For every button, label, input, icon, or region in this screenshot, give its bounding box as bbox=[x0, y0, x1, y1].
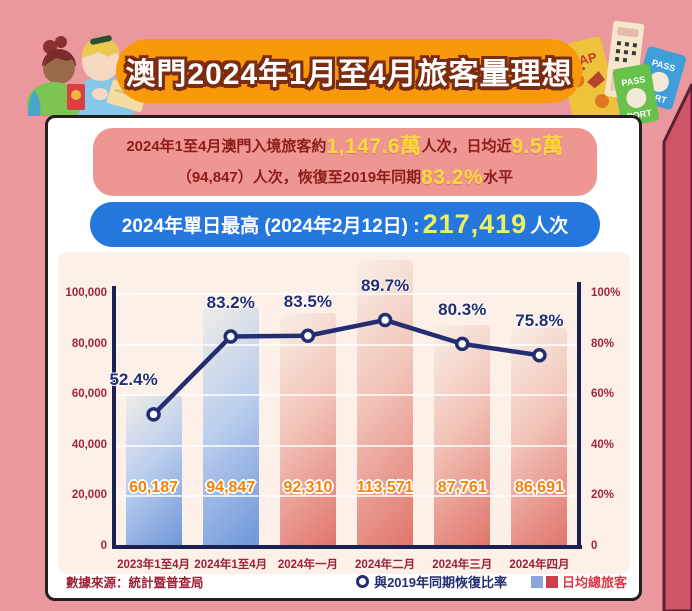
page-title: 澳門2024年1月至4月旅客量理想 bbox=[125, 58, 573, 91]
tourist-redhead bbox=[27, 36, 85, 116]
title-banner: 澳門2024年1月至4月旅客量理想 bbox=[116, 39, 582, 103]
source-note: 數據來源：統計暨普查局 bbox=[66, 576, 204, 590]
peak-box: 2024年單日最高 (2024年2月12日) : 217,419 人次 bbox=[90, 202, 600, 247]
x-axis-line bbox=[112, 545, 582, 549]
line-series-marker-icon bbox=[356, 575, 370, 588]
summary-highlight-recovery: 83.2% bbox=[421, 166, 484, 189]
recovery-line-chart bbox=[146, 312, 547, 422]
peak-prefix: 2024年單日最高 (2024年2月12日) : bbox=[121, 216, 420, 237]
bar: 92,310 bbox=[279, 313, 336, 547]
bar-swatch-red-icon bbox=[545, 575, 558, 588]
legend-bar-label: 日均總旅客 bbox=[561, 575, 627, 590]
data-point-marker bbox=[532, 347, 547, 363]
summary-highlight-daily: 9.5萬 bbox=[511, 135, 564, 158]
plot-area: 60,187 94,847 92,310 113,571 87,761 86,691 52.… bbox=[65, 259, 620, 571]
summary-highlight-total: 1,147.6萬 bbox=[326, 135, 422, 158]
summary-line-1: 2024年1至4月澳門入境旅客約1,147.6萬人次，日均近9.5萬 bbox=[126, 135, 564, 158]
left-axis-line bbox=[112, 286, 116, 549]
bar-value-label: 60,187 bbox=[129, 479, 179, 496]
bar-value-label: 87,761 bbox=[437, 479, 487, 496]
percent-label: 89.7% bbox=[360, 276, 410, 296]
left-axis-tick: 80,000 bbox=[71, 337, 107, 350]
peak-highlight: 217,419 bbox=[422, 209, 528, 239]
data-point-marker bbox=[146, 407, 161, 422]
passport-green-icon: PASS PORT bbox=[612, 63, 659, 127]
gridline bbox=[115, 343, 578, 346]
gridline bbox=[115, 394, 578, 397]
right-axis-tick: 80% bbox=[591, 337, 615, 350]
category-label: 2024年二月 bbox=[355, 559, 416, 571]
bar: 87,761 bbox=[434, 324, 491, 547]
bar: 113,571 bbox=[356, 259, 414, 547]
percent-label: 52.4% bbox=[109, 370, 158, 390]
right-axis-tick: 40% bbox=[591, 438, 615, 451]
summary-line-2: （94,847）人次，恢復至2019年同期83.2%水平 bbox=[176, 166, 514, 189]
left-axis-tick: 40,000 bbox=[71, 438, 107, 451]
data-point-marker bbox=[455, 336, 470, 352]
svg-text:PASS: PASS bbox=[621, 74, 646, 88]
peak-suffix: 人次 bbox=[530, 216, 569, 237]
data-point-marker bbox=[223, 329, 238, 344]
legend-line-label: 與2019年同期恢復比率 bbox=[374, 575, 507, 590]
percent-label: 83.2% bbox=[206, 292, 255, 312]
category-label: 2024年四月 bbox=[509, 559, 570, 571]
right-axis-tick: 0 bbox=[591, 540, 598, 552]
category-label: 2024年三月 bbox=[432, 559, 493, 571]
right-axis-tick: 20% bbox=[591, 489, 615, 502]
bar-value-label: 92,310 bbox=[283, 479, 333, 496]
data-point-marker bbox=[377, 312, 393, 328]
bar: 94,847 bbox=[202, 307, 259, 547]
percent-label: 75.8% bbox=[515, 311, 564, 331]
gridline bbox=[115, 293, 578, 295]
right-axis-line bbox=[577, 282, 581, 549]
line-path bbox=[151, 317, 540, 417]
summary-box: 2024年1至4月澳門入境旅客約1,147.6萬人次，日均近9.5萬 （94,8… bbox=[93, 128, 597, 196]
left-axis-tick: 0 bbox=[100, 540, 107, 552]
chart-legend: 與2019年同期恢復比率 日均總旅客 bbox=[356, 572, 627, 591]
tourists-illustration bbox=[27, 35, 146, 116]
left-axis-tick: 60,000 bbox=[71, 388, 107, 401]
category-label: 2024年1至4月 bbox=[194, 559, 268, 571]
bar: 86,691 bbox=[511, 327, 568, 547]
right-axis-tick: 60% bbox=[591, 388, 615, 401]
bar-value-label: 86,691 bbox=[514, 479, 564, 496]
info-card: 2024年1至4月澳門入境旅客約1,147.6萬人次，日均近9.5萬 （94,8… bbox=[45, 115, 642, 601]
gridline bbox=[115, 495, 578, 498]
category-label: 2024年一月 bbox=[277, 559, 338, 571]
left-axis-tick: 20,000 bbox=[71, 489, 107, 502]
bar-value-label: 113,571 bbox=[356, 479, 414, 496]
side-ribbon bbox=[662, 83, 692, 611]
bar-value-label: 94,847 bbox=[206, 479, 256, 496]
data-point-marker bbox=[300, 328, 316, 343]
gridline bbox=[115, 444, 578, 447]
left-axis-tick: 100,000 bbox=[65, 287, 107, 299]
chart-panel: 60,187 94,847 92,310 113,571 87,761 86,691 52.… bbox=[58, 252, 630, 574]
percent-label: 80.3% bbox=[438, 299, 487, 319]
bar-swatch-blue-icon bbox=[530, 575, 543, 588]
right-axis-tick: 100% bbox=[591, 287, 621, 299]
category-label: 2023年1至4月 bbox=[117, 559, 191, 571]
percent-label: 83.5% bbox=[283, 291, 333, 311]
